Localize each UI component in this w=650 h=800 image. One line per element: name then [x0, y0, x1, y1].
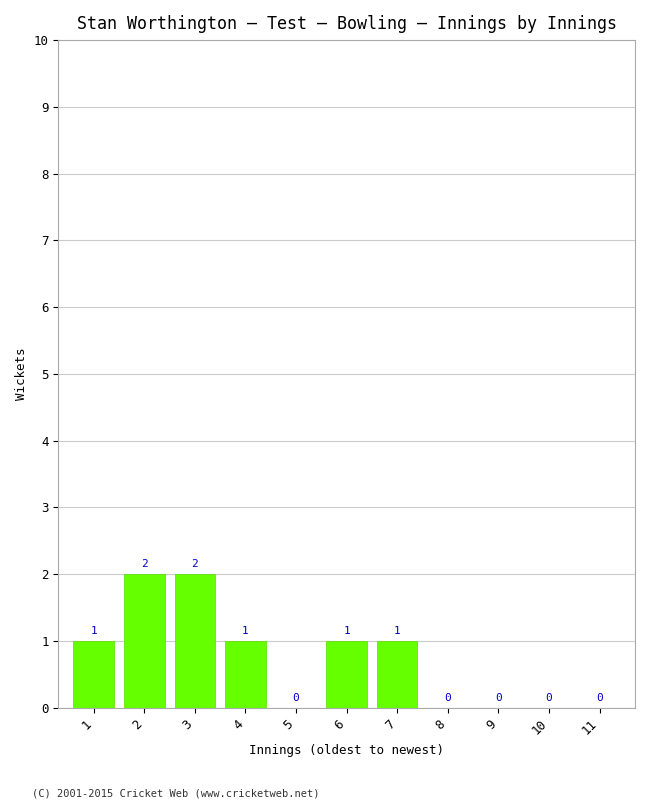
Text: 0: 0 [495, 693, 502, 703]
Text: 0: 0 [445, 693, 451, 703]
Text: 0: 0 [596, 693, 603, 703]
Text: (C) 2001-2015 Cricket Web (www.cricketweb.net): (C) 2001-2015 Cricket Web (www.cricketwe… [32, 788, 320, 798]
Text: 2: 2 [141, 559, 148, 570]
Text: 1: 1 [242, 626, 249, 636]
Text: 1: 1 [90, 626, 97, 636]
Bar [225, 641, 266, 707]
Bar [326, 641, 367, 707]
Y-axis label: Wickets: Wickets [15, 347, 28, 400]
Title: Stan Worthington – Test – Bowling – Innings by Innings: Stan Worthington – Test – Bowling – Inni… [77, 15, 617, 33]
Bar [73, 641, 114, 707]
Text: 0: 0 [545, 693, 552, 703]
Text: 2: 2 [192, 559, 198, 570]
Text: 1: 1 [394, 626, 400, 636]
Text: 1: 1 [343, 626, 350, 636]
Bar [377, 641, 417, 707]
Bar [124, 574, 164, 707]
Bar [175, 574, 215, 707]
Text: 0: 0 [292, 693, 300, 703]
X-axis label: Innings (oldest to newest): Innings (oldest to newest) [249, 744, 444, 757]
